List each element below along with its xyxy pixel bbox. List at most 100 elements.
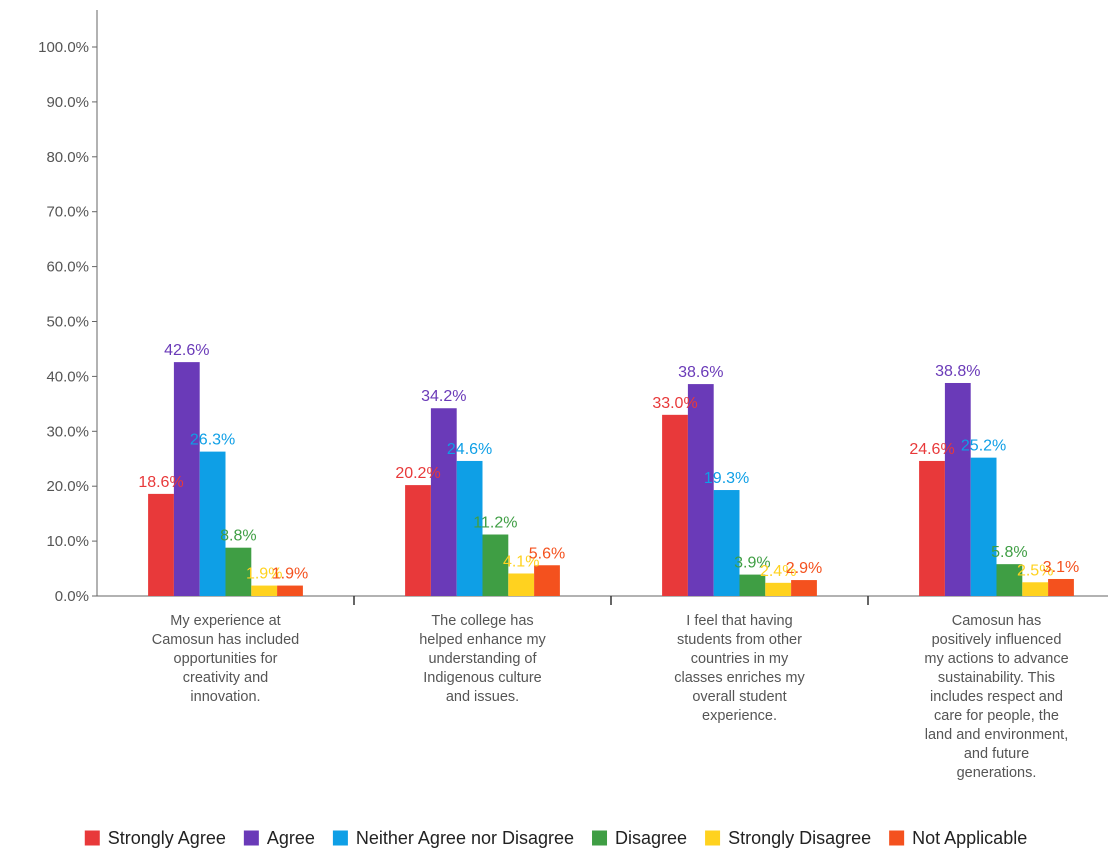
y-tick-label: 10.0% [46,533,89,550]
label-layer: 18.6% 42.6% 26.3% 8.8% 1.9%1.9% 20.2% 34.2% 24.… [138,342,1079,582]
legend-label: Strongly Disagree [728,828,871,848]
data-label: 25.2% [961,438,1006,455]
category-label: and future [964,746,1029,762]
bar [405,485,431,596]
legend-label: Not Applicable [912,828,1027,848]
category-label: my actions to advance [924,651,1068,667]
category-label: includes respect and [930,689,1063,705]
y-tick-label: 40.0% [46,368,89,385]
bar [1048,578,1074,596]
legend-swatch [705,830,721,846]
bar [687,384,714,596]
bar [482,534,509,596]
y-tick-label: 0.0% [55,588,89,605]
data-label: 26.3% [190,432,235,449]
axis-layer: 0.0% 10.0% 20.0% 30.0% 40.0% 50.0% 60.0% 70.0% 8… [38,10,1108,605]
category-label: innovation. [190,689,260,705]
legend-swatch [332,830,348,846]
bar [148,493,174,596]
data-label: 42.6% [164,342,209,359]
category-label: opportunities for [174,651,278,667]
data-label: 2.4% [760,563,796,580]
bar [791,580,817,596]
y-tick-label: 50.0% [46,314,89,331]
y-tick-label: 20.0% [46,478,89,495]
category-label: The college has [431,613,533,629]
data-label: 4.1% [503,553,539,570]
bar [199,451,226,596]
category-label: generations. [957,765,1037,781]
data-label: 38.6% [678,364,723,381]
bar [713,490,740,596]
legend: Strongly Agree Agree Neither Agree nor Dis… [84,828,1027,848]
data-label: 2.9% [786,560,822,577]
data-label: 3.1% [1043,559,1079,576]
category-label: overall student [692,689,786,705]
y-tick-label: 80.0% [46,149,89,166]
category-label: classes enriches my [674,670,805,686]
data-label: 20.2% [395,465,440,482]
category-label: students from other [677,632,802,648]
bar [970,457,997,596]
bar [173,362,200,596]
data-label: 24.6% [909,441,954,458]
legend-swatch [84,830,100,846]
data-label: 5.8% [991,544,1027,561]
bar [456,460,483,596]
data-label: 11.2% [473,515,517,532]
data-label: 18.6% [138,474,183,491]
bar [534,565,560,596]
category-label: experience. [702,708,777,724]
bar [1022,582,1049,596]
bar [277,585,303,596]
category-label: creativity and [183,670,268,686]
category-label: and issues. [446,689,519,705]
bar [944,382,971,596]
category-label: My experience at [170,613,280,629]
bar [662,414,688,596]
category-label: land and environment, [925,727,1069,743]
data-label: 3.9% [734,555,770,572]
category-label: positively influenced [932,632,1062,648]
y-tick-label: 90.0% [46,94,89,111]
bar-layer [148,362,1074,596]
category-label: Camosun has [952,613,1041,629]
legend-label: Agree [267,828,315,848]
y-tick-label: 100.0% [38,39,89,56]
category-label: care for people, the [934,708,1059,724]
bar [739,574,766,596]
category-label: countries in my [691,651,789,667]
bar [996,564,1023,596]
category-label: Indigenous culture [423,670,542,686]
y-tick-label: 60.0% [46,259,89,276]
data-label: 38.8% [935,363,980,380]
category-label: sustainability. This [938,670,1055,686]
legend-label: Strongly Agree [108,828,226,848]
category-layer: My experience at Camosun has included oppo… [152,613,1069,781]
legend-swatch [592,830,608,846]
category-label: understanding of [428,651,537,667]
data-label: 2.5% [1017,562,1053,579]
bar [919,460,945,596]
legend-swatch [889,830,905,846]
data-label: 24.6% [447,441,492,458]
bar [765,582,792,596]
y-tick-label: 70.0% [46,204,89,221]
data-label: 33.0% [652,395,697,412]
data-label: 34.2% [421,388,466,405]
data-label: 5.6% [529,545,565,562]
legend-label: Neither Agree nor Disagree [356,828,574,848]
data-label: 19.3% [704,470,749,487]
y-tick-label: 30.0% [46,423,89,440]
data-label: 8.8% [220,528,256,545]
legend-swatch [243,830,259,846]
legend-label: Disagree [615,828,687,848]
data-label: 1.9% [246,566,282,583]
category-label: I feel that having [686,613,792,629]
data-label: 1.9% [272,566,308,583]
bar [508,573,535,596]
category-label: Camosun has included [152,632,300,648]
bar [430,408,457,596]
